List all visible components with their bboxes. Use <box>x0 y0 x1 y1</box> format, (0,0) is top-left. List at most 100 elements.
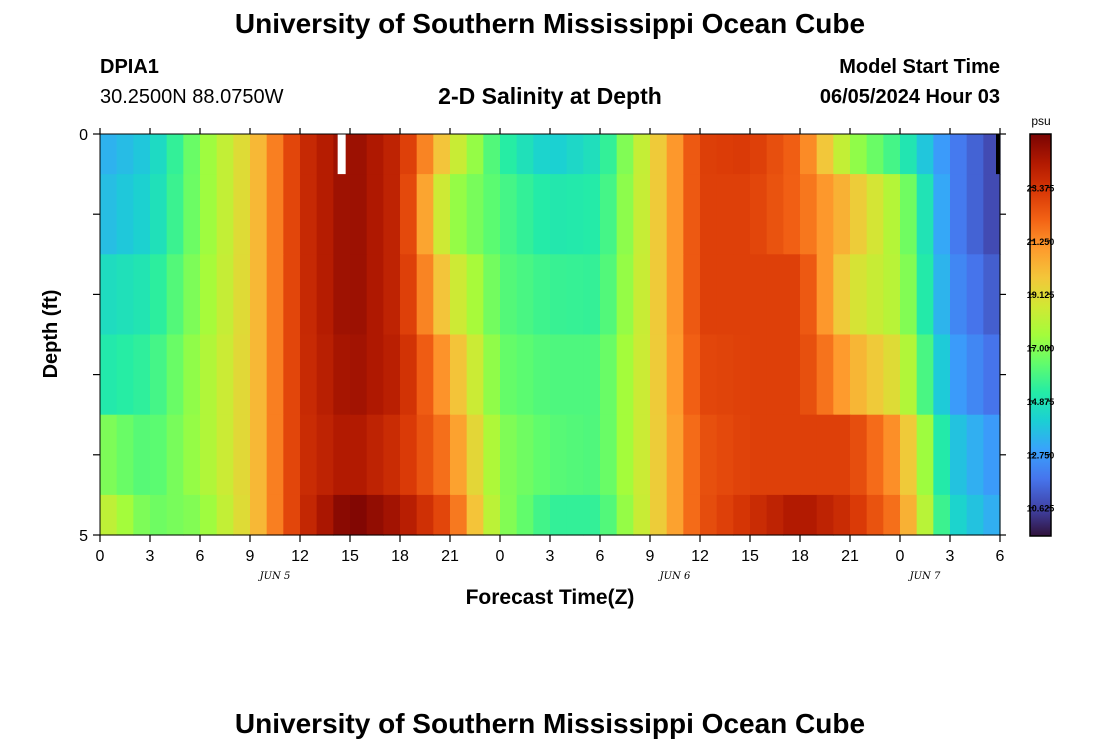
heatmap-cell <box>366 134 384 175</box>
heatmap-cell <box>216 414 234 496</box>
heatmap-cell <box>150 494 168 536</box>
heatmap-cell <box>166 134 184 175</box>
heatmap-cell <box>433 334 451 416</box>
heatmap-cell <box>250 174 268 255</box>
heatmap-cell <box>416 414 434 496</box>
heatmap-cell <box>450 414 468 496</box>
heatmap-cell <box>250 254 268 336</box>
heatmap-cell <box>333 254 351 336</box>
heatmap-cell <box>650 494 668 536</box>
heatmap-cell <box>283 174 301 255</box>
heatmap-cell <box>633 254 651 336</box>
heatmap-cell <box>116 174 134 255</box>
heatmap-cell <box>233 254 251 336</box>
colorbar-ramp <box>1029 133 1052 537</box>
heatmap-cell <box>716 414 734 496</box>
heatmap-cell <box>366 174 384 255</box>
heatmap-cell <box>683 254 701 336</box>
heatmap-cell <box>233 334 251 416</box>
heatmap-cell <box>600 414 618 496</box>
heatmap-cell <box>866 134 884 175</box>
heatmap-cell <box>416 174 434 255</box>
heatmap-cell <box>716 334 734 416</box>
heatmap-cell <box>550 254 568 336</box>
heatmap-cell <box>283 334 301 416</box>
heatmap-cell <box>700 334 718 416</box>
heatmap-cell <box>533 494 551 536</box>
heatmap-cell <box>583 414 601 496</box>
heatmap-cell <box>566 174 584 255</box>
x-tick-label: 18 <box>791 548 809 565</box>
heatmap-cell <box>416 494 434 536</box>
heatmap-cell <box>700 254 718 336</box>
x-tick-label: 0 <box>896 548 905 565</box>
heatmap-cell <box>266 334 284 416</box>
heatmap-cell <box>466 254 484 336</box>
heatmap-cell <box>566 494 584 536</box>
heatmap-cell <box>883 414 901 496</box>
heatmap-cell <box>433 174 451 255</box>
heatmap-cell <box>166 174 184 255</box>
heatmap-cell <box>300 414 318 496</box>
heatmap-cell <box>483 174 501 255</box>
station-id: DPIA1 <box>100 56 159 78</box>
y-axis-title: Depth (ft) <box>40 290 62 379</box>
heatmap-cell <box>616 174 634 255</box>
heatmap-cell <box>500 254 518 336</box>
x-tick-label: 0 <box>496 548 505 565</box>
heatmap-cell <box>983 334 1001 416</box>
x-tick-label: 9 <box>646 548 655 565</box>
date-label: JUN 5 <box>258 571 291 582</box>
heatmap-cell <box>100 174 118 255</box>
colorbar-tick-label: 19.125 <box>1027 290 1055 300</box>
heatmap-cell <box>766 134 784 175</box>
heatmap-cell <box>700 414 718 496</box>
heatmap-cell <box>600 174 618 255</box>
y-axis: 05 <box>79 127 1006 545</box>
heatmap-cell <box>816 334 834 416</box>
heatmap-cell <box>266 494 284 536</box>
heatmap-cell <box>966 134 984 175</box>
heatmap-cell <box>350 414 368 496</box>
heatmap-cell <box>500 334 518 416</box>
heatmap-cell <box>400 174 418 255</box>
page-title: University of Southern Mississippi Ocean… <box>234 8 866 39</box>
heatmap-cell <box>633 134 651 175</box>
heatmap-cell <box>650 334 668 416</box>
heatmap-cell <box>550 414 568 496</box>
heatmap-cell <box>966 174 984 255</box>
heatmap-cell <box>833 174 851 255</box>
heatmap-cell <box>950 414 968 496</box>
heatmap-cell <box>833 494 851 536</box>
heatmap-cell <box>183 134 201 175</box>
heatmap-cell <box>300 254 318 336</box>
heatmap-cell <box>150 254 168 336</box>
heatmap-cell <box>500 174 518 255</box>
heatmap-cell <box>783 334 801 416</box>
heatmap-cell <box>200 254 218 336</box>
heatmap-cell <box>516 334 534 416</box>
heatmap-cell <box>216 254 234 336</box>
x-tick-label: 6 <box>996 548 1005 565</box>
heatmap-cell <box>716 174 734 255</box>
y-tick-label: 0 <box>79 127 88 144</box>
heatmap-cell <box>683 134 701 175</box>
heatmap-cell <box>383 414 401 496</box>
heatmap-cell <box>900 334 918 416</box>
missing-data-cells <box>337 134 1000 175</box>
heatmap-cell <box>233 414 251 496</box>
x-axis: 0 3 6 9 12 15 18 21 0 3 6 9 12 15 18 21 0 3 6 JUN 5 JUN 6 JUN… <box>96 128 1005 582</box>
heatmap-cell <box>850 254 868 336</box>
heatmap-cell <box>816 494 834 536</box>
heatmap-cell <box>933 134 951 175</box>
heatmap-cell <box>883 494 901 536</box>
heatmap-cell <box>816 254 834 336</box>
heatmap-cell <box>133 334 151 416</box>
heatmap-cell <box>966 254 984 336</box>
heatmap-cell <box>983 414 1001 496</box>
heatmap-cell <box>216 134 234 175</box>
heatmap-cell <box>700 494 718 536</box>
heatmap-cell <box>333 334 351 416</box>
heatmap-cell <box>516 494 534 536</box>
